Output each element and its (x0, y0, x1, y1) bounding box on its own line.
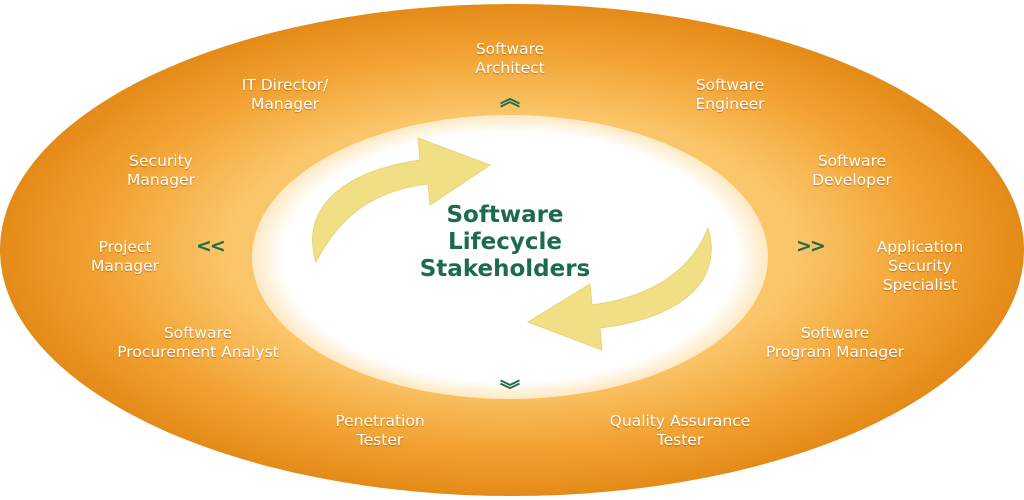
curved-arrow-left-icon (526, 226, 712, 351)
role-software-program-manager: Software Program Manager (720, 324, 950, 362)
role-label: Penetration (335, 412, 425, 430)
role-label: Tester (356, 431, 404, 449)
role-label: Security (129, 152, 193, 170)
role-label: Software (163, 324, 233, 342)
role-label: Engineer (695, 95, 765, 113)
center-title-line1: Software (446, 202, 564, 228)
role-label: Software (817, 152, 887, 170)
role-label: Tester (656, 431, 704, 449)
role-label: Software (695, 76, 765, 94)
role-application-security-specialist: Application Security Specialist (840, 238, 1000, 295)
role-penetration-tester: Penetration Tester (300, 412, 460, 450)
role-label: Quality Assurance (609, 412, 751, 430)
curved-arrow-right-icon (312, 137, 492, 264)
role-label: IT Director/ (241, 76, 329, 94)
chevron-right-icon: >> (796, 235, 826, 257)
center-title-line2: Lifecycle (448, 229, 562, 255)
role-label: Manager (127, 171, 195, 189)
role-quality-assurance-tester: Quality Assurance Tester (555, 412, 805, 450)
role-label: Security (888, 257, 952, 275)
role-it-director-manager: IT Director/ Manager (190, 76, 380, 114)
role-label: Manager (251, 95, 319, 113)
role-security-manager: Security Manager (96, 152, 226, 190)
role-label: Project (98, 238, 152, 256)
center-title-line3: Stakeholders (419, 256, 591, 282)
role-software-developer: Software Developer (782, 152, 922, 190)
role-label: Manager (91, 257, 159, 275)
role-label: Software (800, 324, 870, 342)
role-label: Software (475, 40, 545, 58)
role-project-manager: Project Manager (60, 238, 190, 276)
role-label: Specialist (882, 276, 958, 294)
role-label: Application (876, 238, 964, 256)
role-label: Program Manager (765, 343, 905, 361)
role-software-procurement-analyst: Software Procurement Analyst (58, 324, 338, 362)
role-software-engineer: Software Engineer (660, 76, 800, 114)
role-label: Procurement Analyst (117, 343, 279, 361)
chevron-down-icon: ︾ (500, 378, 520, 402)
role-label: Architect (475, 59, 545, 77)
role-label: Developer (812, 171, 892, 189)
chevron-up-icon: ︽ (500, 86, 520, 110)
chevron-left-icon: << (196, 235, 226, 257)
center-title: Software Lifecycle Stakeholders (350, 202, 660, 283)
role-software-architect: Software Architect (440, 40, 580, 78)
